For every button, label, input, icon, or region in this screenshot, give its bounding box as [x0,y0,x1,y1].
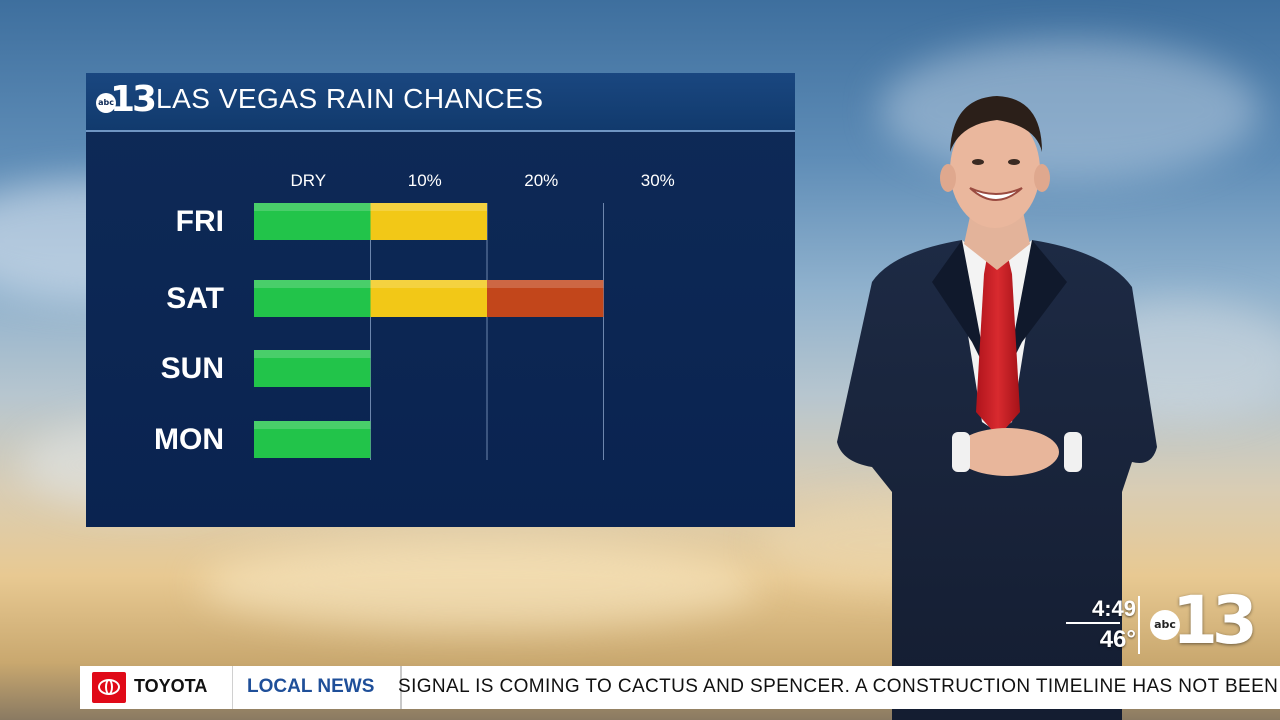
ticker-category: LOCAL NEWS [233,666,402,709]
bar-highlight [254,280,371,288]
ticker-sponsor: TOYOTA [80,666,233,709]
day-label: MON [154,423,224,456]
lapel-left [932,240,987,372]
rain-bar-segment [254,350,371,387]
clock-time: 4:49 [1091,596,1136,621]
cloud [200,540,760,630]
bar-highlight [254,421,371,429]
ticker-category-label: LOCAL NEWS [247,676,375,697]
column-label: 10% [408,171,442,190]
rain-bar-segment [370,203,487,240]
bug-separator [1138,596,1140,654]
presenter [837,96,1157,720]
cloud [880,40,1260,180]
station-bug: 4:49 46° abc 13 [1058,582,1258,660]
channel-number: 13 [110,79,157,120]
lapel-right [1007,240,1067,372]
column-label: 20% [524,171,558,190]
chart-header: abc 13 LAS VEGAS RAIN CHANCES [86,73,795,132]
hair [950,96,1042,152]
day-label: FRI [176,205,224,238]
day-label: SUN [161,352,224,385]
abc-logo-icon: abc [96,93,116,113]
day-label: SAT [166,282,224,315]
rain-bar-segment [254,280,371,317]
rain-bar-segment [254,421,371,458]
bar-highlight [370,203,487,211]
suit-jacket [837,240,1157,720]
chart-panel: abc 13 LAS VEGAS RAIN CHANCES DRY 10% 20% 3… [86,73,795,527]
bug-divider [1066,622,1120,624]
station-logo: abc 13 [96,79,157,121]
channel-number: 13 [1172,582,1258,659]
rain-chance-chart: DRY 10% 20% 30% FRI SAT SUN MON [154,171,675,460]
abc-logo-icon: abc [1150,610,1180,640]
column-label: 30% [641,171,675,190]
ticker-headline: SIGNAL IS COMING TO CACTUS AND SPENCER. … [398,676,1279,697]
bar-highlight [254,203,371,211]
news-ticker: TOYOTA LOCAL NEWS SIGNAL IS COMING TO CA… [80,666,1280,709]
bar-highlight [370,280,487,288]
toyota-logo-icon [92,672,126,703]
bar-highlight [487,280,604,288]
rain-bar-segment [254,203,371,240]
column-label: DRY [290,171,326,190]
presenter-head [950,112,1040,228]
rain-bar-segment [370,280,487,317]
bar-highlight [254,350,371,358]
tie [976,257,1020,437]
presenter-hands [955,428,1059,476]
rain-bar-segment [487,280,604,317]
station-bug-logo: abc 13 [1150,582,1258,660]
chart-title: LAS VEGAS RAIN CHANCES [156,83,544,114]
sponsor-name: TOYOTA [134,676,208,696]
current-temperature: 46° [1099,626,1136,653]
